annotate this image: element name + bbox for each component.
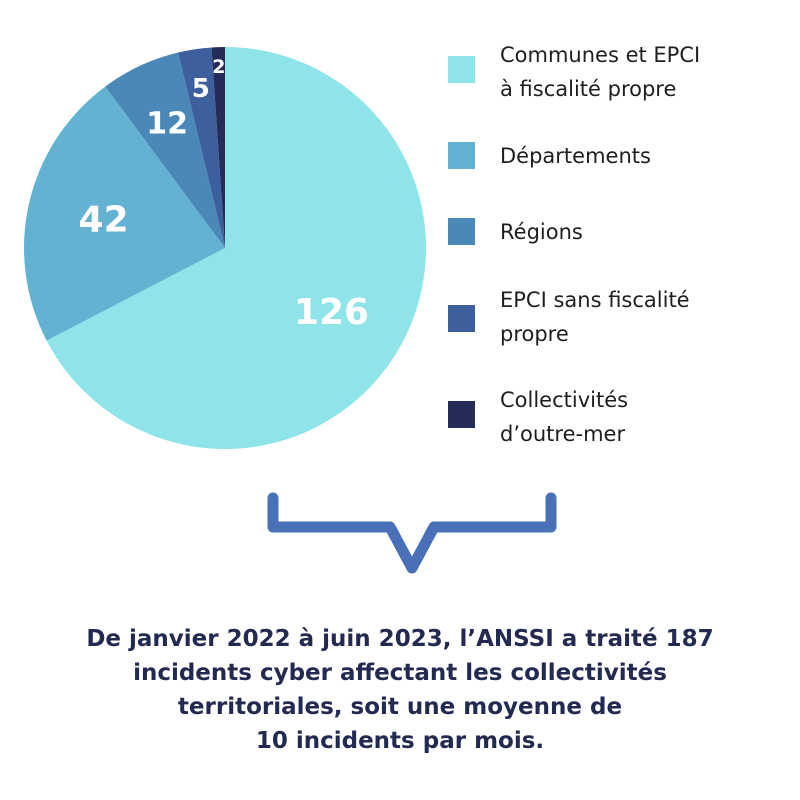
legend-label-line: Communes et EPCI xyxy=(500,43,701,67)
legend-label-epci-sans-fiscalite: EPCI sans fiscalité propre xyxy=(500,283,790,351)
caption-line: incidents cyber affectant les collectivi… xyxy=(133,660,667,686)
legend-swatch-regions xyxy=(448,218,475,245)
legend-swatch-departements xyxy=(448,142,475,169)
pie-slice-departements xyxy=(24,86,225,341)
legend-label-line: d’outre-mer xyxy=(500,422,626,446)
legend-label-line: Départements xyxy=(500,144,651,168)
bracket-path xyxy=(267,492,557,574)
data-label-regions: 12 xyxy=(146,107,188,142)
summary-caption: De janvier 2022 à juin 2023, l’ANSSI a t… xyxy=(40,622,760,758)
caption-line: territoriales, soit une moyenne de xyxy=(177,694,623,720)
legend-label-departements: Départements xyxy=(500,139,790,173)
data-label-communes: 126 xyxy=(294,292,369,333)
legend-label-line: à fiscalité propre xyxy=(500,77,677,101)
bracket-arrow-icon xyxy=(267,492,557,574)
legend-label-regions: Régions xyxy=(500,215,790,249)
data-label-outre-mer: 2 xyxy=(212,56,225,78)
legend-label-line: propre xyxy=(500,322,569,346)
data-label-epci-sans-fiscalite: 5 xyxy=(192,74,210,104)
pie-slice-communes xyxy=(46,47,427,449)
caption-line: 10 incidents par mois. xyxy=(255,728,545,754)
legend-label-line: Collectivités xyxy=(500,388,629,412)
legend-label-communes: Communes et EPCI à fiscalité propre xyxy=(500,38,790,106)
legend-label-outre-mer: Collectivités d’outre-mer xyxy=(500,383,790,451)
legend-swatch-outre-mer xyxy=(448,401,475,428)
pie-slice-outre-mer xyxy=(211,47,225,248)
caption-line: De janvier 2022 à juin 2023, l’ANSSI a t… xyxy=(86,626,714,652)
legend-label-line: EPCI sans fiscalité xyxy=(500,288,690,312)
legend-label-line: Régions xyxy=(500,220,583,244)
pie-slice-regions xyxy=(105,52,225,249)
legend-swatch-communes xyxy=(448,56,475,83)
data-label-departements: 42 xyxy=(79,199,129,240)
pie-slice-epci-sans-fiscalite xyxy=(178,47,225,248)
legend-swatch-epci-sans-fiscalite xyxy=(448,305,475,332)
